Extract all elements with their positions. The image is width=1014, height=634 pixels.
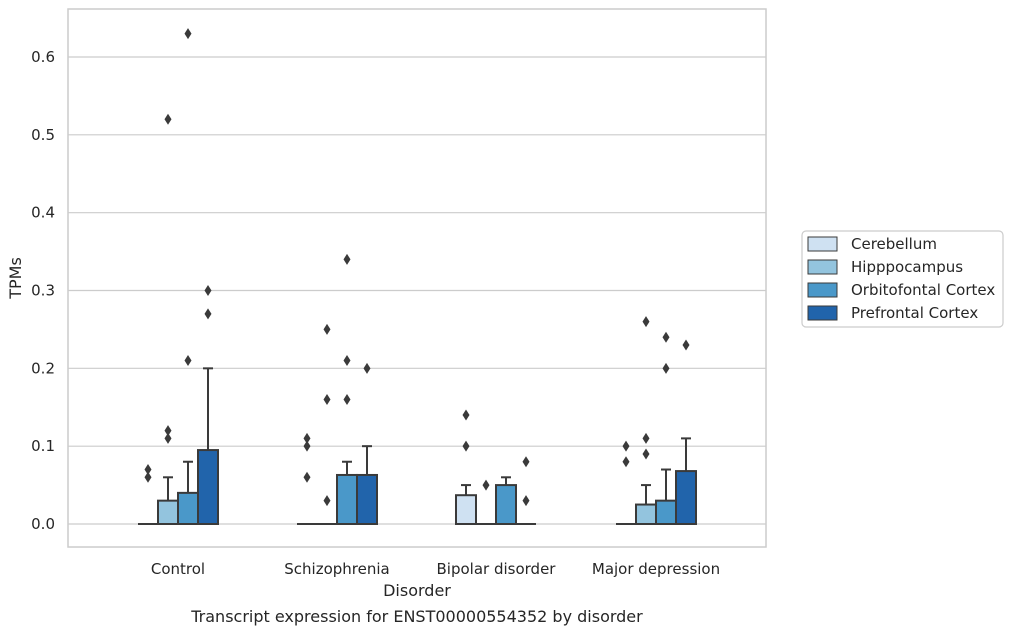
box-2-0 [455, 484, 477, 525]
x-axis-label: Disorder [383, 581, 451, 600]
y-axis-ticks: 0.0 0.1 0.2 0.3 0.4 0.5 0.6 [31, 48, 55, 533]
flier-point [622, 456, 630, 468]
box-body [635, 503, 657, 525]
x-tick-label: Schizophrenia [284, 560, 389, 578]
box-1-3 [356, 445, 378, 525]
box-0-2 [177, 460, 199, 526]
x-tick-label: Control [151, 560, 205, 578]
flier-point [184, 355, 192, 367]
legend-swatch [807, 236, 838, 252]
box-layer [138, 367, 697, 526]
flier-point [164, 113, 172, 125]
legend: Cerebellum Hipppocampus Orbitofontal Corte… [801, 230, 1004, 328]
y-tick-label: 0.4 [31, 204, 55, 222]
flier-point [204, 285, 212, 296]
box-body [495, 484, 517, 526]
legend-label: Orbitofontal Cortex [851, 281, 995, 299]
box-body [177, 491, 199, 526]
flier-point [323, 393, 331, 405]
legend-label: Prefrontal Cortex [851, 304, 978, 322]
flier-point [303, 440, 311, 452]
box-body [455, 494, 477, 525]
flier-point [343, 355, 351, 367]
x-tick-label: Bipolar disorder [437, 560, 557, 578]
flier-point [482, 479, 490, 491]
legend-swatch [807, 282, 838, 298]
flier-point [522, 495, 530, 507]
plot-border [67, 8, 767, 548]
box-3-3 [675, 437, 697, 525]
box-0-3 [197, 367, 219, 525]
legend-label: Cerebellum [851, 235, 937, 253]
box-body [336, 473, 358, 525]
box-body [157, 499, 179, 525]
flier-point [662, 331, 670, 343]
flier-point [144, 464, 152, 476]
legend-frame [801, 230, 1004, 328]
flier-point [164, 432, 172, 444]
y-tick-label: 0.5 [31, 126, 55, 144]
flier-point [622, 440, 630, 452]
x-axis-ticks: Control Schizophrenia Bipolar disorder Majo… [151, 560, 720, 578]
box-2-2 [495, 476, 517, 526]
flier-point [323, 495, 331, 507]
chart-caption: Transcript expression for ENST0000055435… [190, 607, 643, 626]
flier-point [522, 456, 530, 468]
flier-point [363, 362, 371, 374]
box-1-2 [336, 460, 358, 525]
box-body [675, 470, 697, 525]
flier-point [343, 253, 351, 265]
box-3-1 [635, 484, 657, 525]
plot-frame [67, 8, 767, 548]
y-tick-label: 0.0 [31, 515, 55, 533]
legend-swatch [807, 259, 838, 275]
y-tick-label: 0.1 [31, 437, 55, 455]
flier-point [462, 409, 470, 421]
flier-point [642, 448, 650, 460]
flier-point [303, 432, 311, 444]
flier-point [323, 323, 331, 335]
flier-layer [144, 28, 690, 507]
flier-point [303, 471, 311, 483]
flier-point [642, 316, 650, 328]
x-tick-label: Major depression [592, 560, 720, 578]
flier-point [164, 425, 172, 437]
flier-point [682, 339, 690, 351]
box-0-1 [157, 476, 179, 525]
flier-point [343, 393, 351, 405]
grid-layer [68, 56, 766, 525]
flier-point [144, 471, 152, 483]
box-body [655, 499, 677, 525]
y-tick-label: 0.2 [31, 359, 55, 377]
box-body [197, 449, 219, 525]
legend-label: Hipppocampus [851, 258, 963, 276]
flier-point [642, 432, 650, 444]
box-body [356, 473, 378, 525]
flier-point [204, 308, 212, 320]
flier-point [462, 440, 470, 452]
y-tick-label: 0.3 [31, 282, 55, 300]
y-tick-label: 0.6 [31, 48, 55, 66]
box-3-2 [655, 468, 677, 525]
legend-swatch [807, 305, 838, 321]
y-axis-label: TPMs [6, 257, 25, 300]
flier-point [662, 362, 670, 374]
flier-point [184, 28, 192, 40]
